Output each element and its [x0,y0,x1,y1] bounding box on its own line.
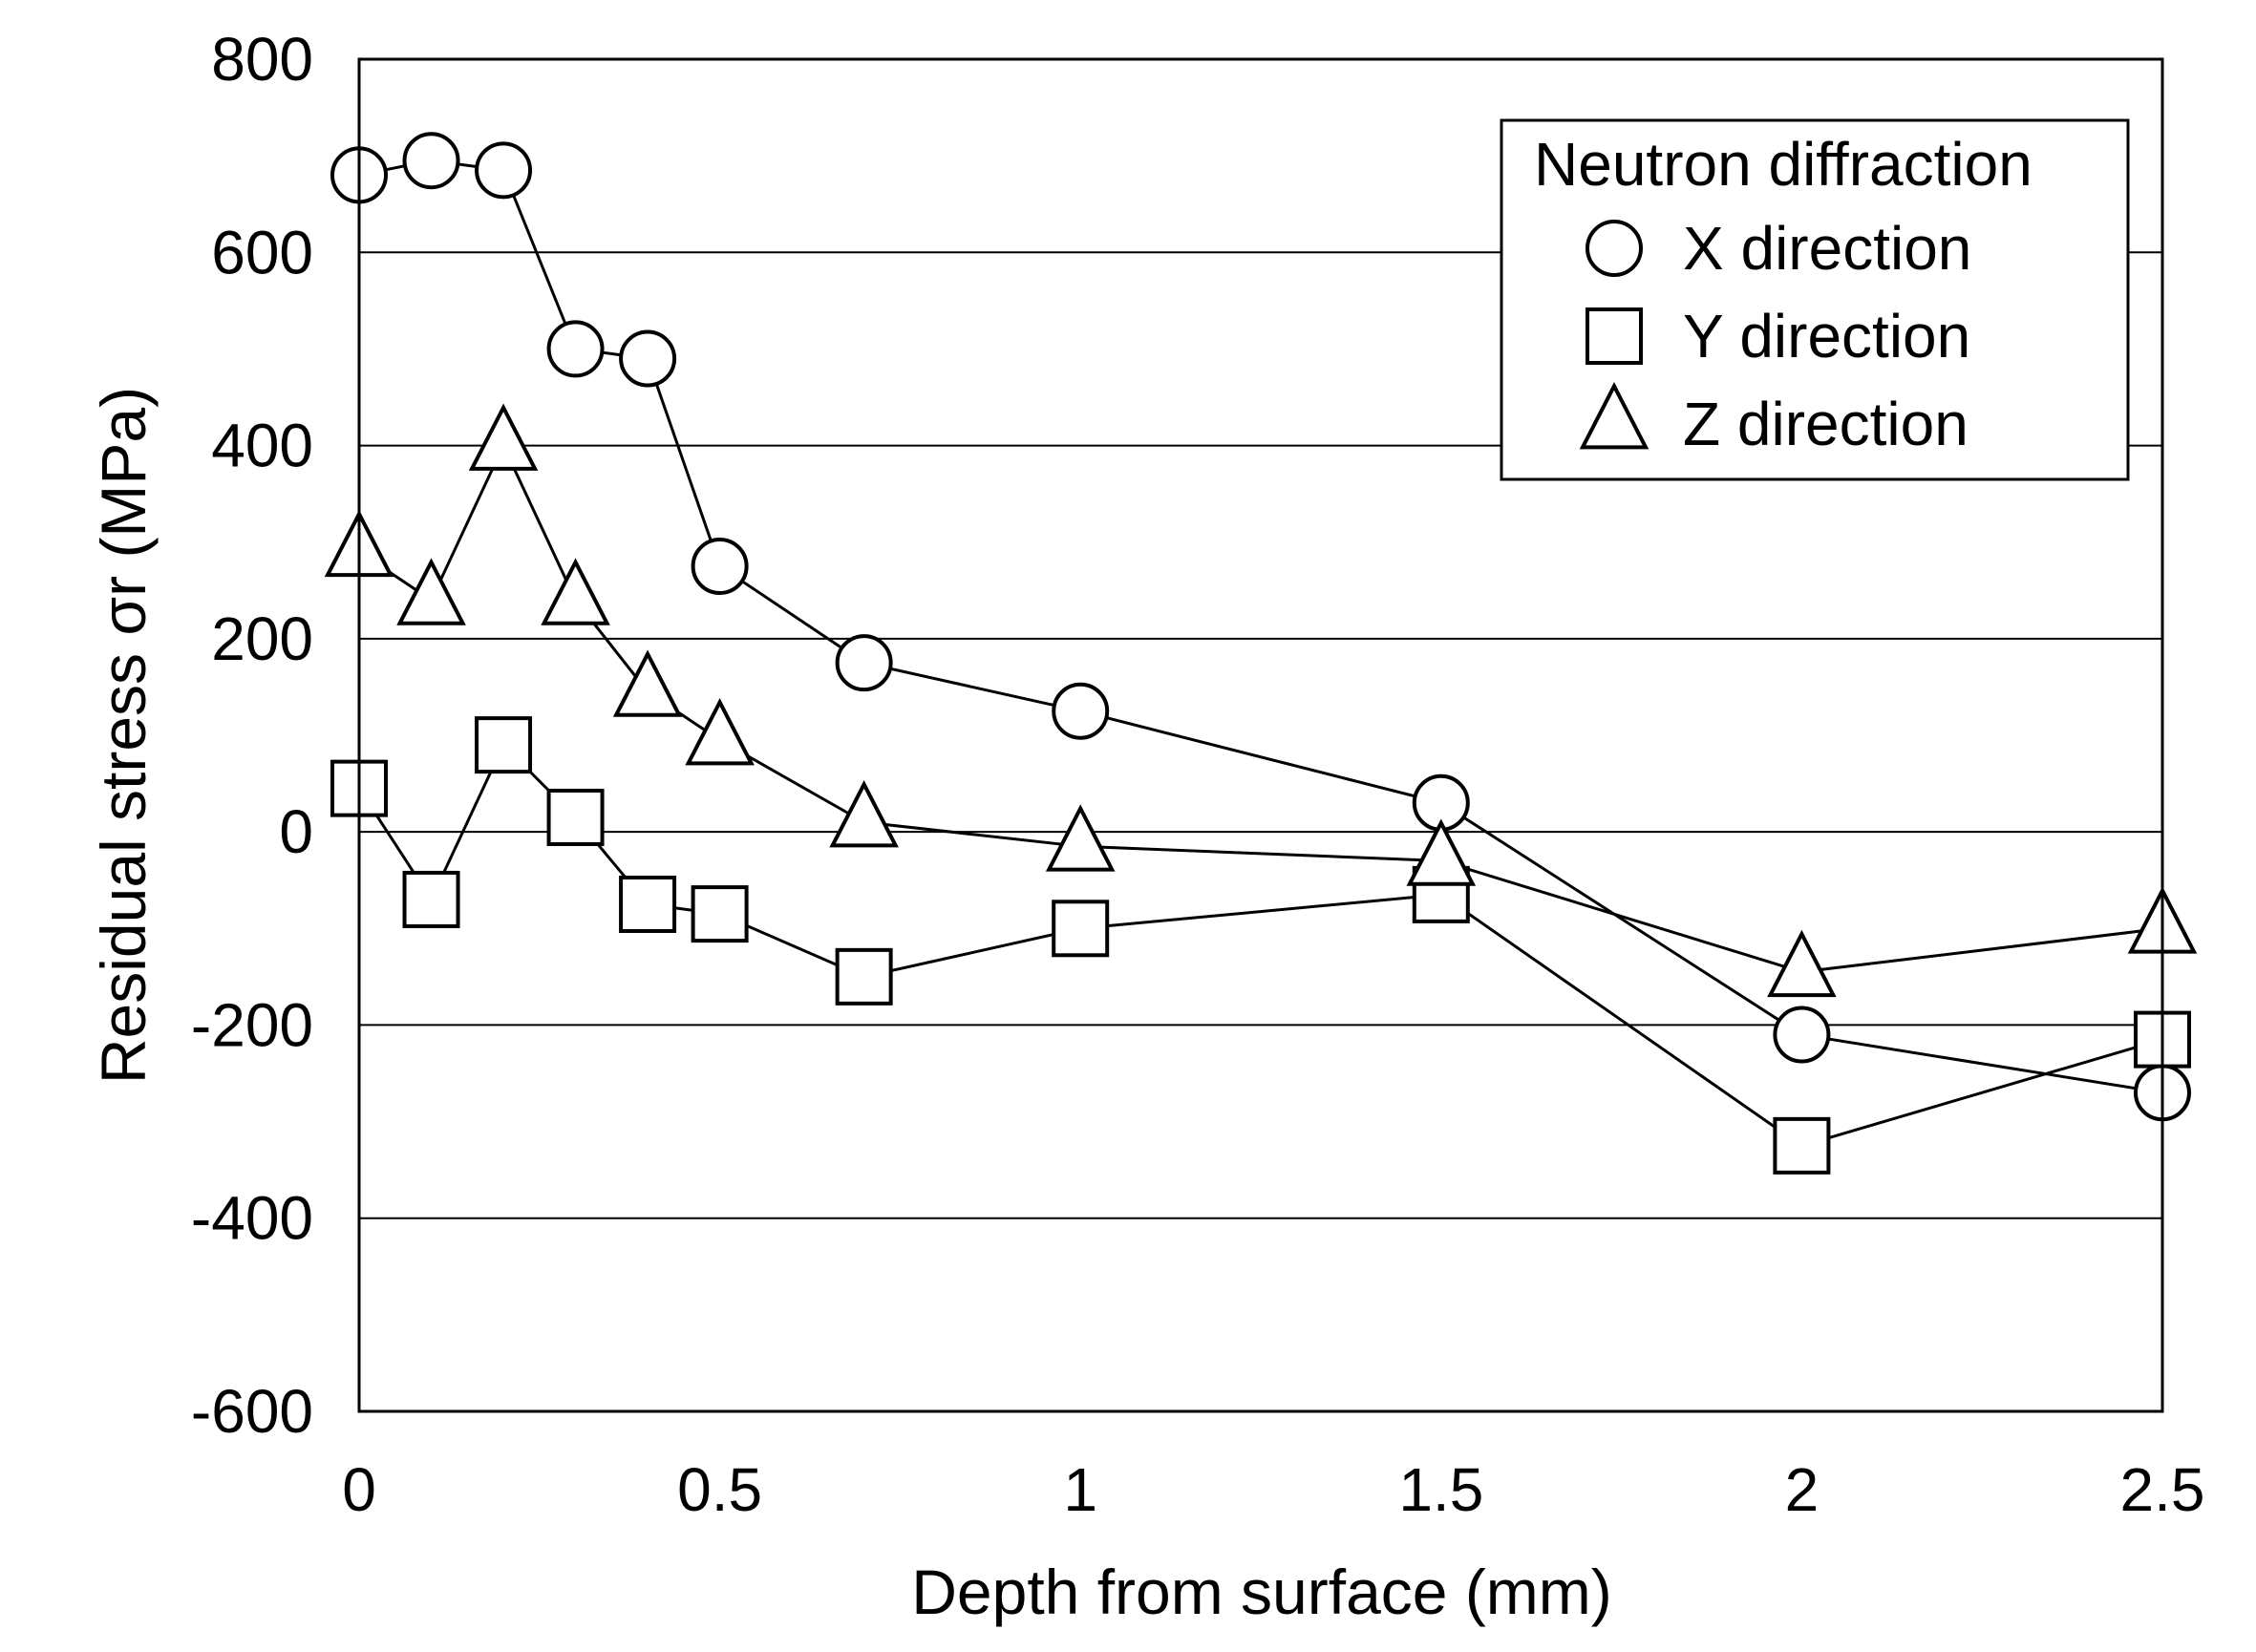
data-point-z-direction [396,558,466,625]
y-tick-label: 800 [211,25,313,94]
data-markers [324,132,2198,1175]
data-point-x-direction [546,320,605,378]
series-line-y-direction [357,742,2163,1148]
data-point-z-direction [829,779,899,848]
y-tick-label: 400 [211,412,313,480]
grid-lines [359,251,2162,1219]
data-point-z-direction [1406,818,1477,886]
data-point-z-direction [1767,929,1837,998]
y-axis-title: Residual stress σr (MPa) [88,387,159,1084]
data-point-z-direction [612,649,683,717]
x-tick-label: 0 [342,1455,376,1524]
data-point-x-direction [1052,682,1110,740]
y-tick-label: 600 [211,218,313,286]
data-point-x-direction [402,132,460,190]
x-tick-label: 1.5 [1398,1455,1483,1524]
legend-marker-z-direction [1579,381,1649,450]
x-tick-label: 2 [1785,1455,1820,1524]
data-point-x-direction [691,538,749,595]
data-point-x-direction [475,141,533,200]
legend: Neutron diffraction X direction Y directi… [1500,118,2130,481]
legend-label-x-direction: X direction [1683,214,1971,283]
data-point-y-direction [835,947,893,1006]
data-point-z-direction [685,698,755,766]
data-point-y-direction [1052,900,1110,958]
legend-title: Neutron diffraction [1534,130,2033,199]
y-tick-label: 0 [279,797,313,866]
data-point-x-direction [619,329,677,388]
data-point-y-direction [475,716,533,774]
data-point-z-direction [541,558,610,625]
data-point-y-direction [619,876,677,933]
y-tick-label: -600 [191,1377,313,1446]
plot-frame [357,57,2164,1413]
data-point-x-direction [835,634,893,692]
y-tick-label: -200 [191,990,313,1059]
legend-marker-y-direction [1586,307,1643,365]
data-point-y-direction [546,788,605,846]
legend-label-z-direction: Z direction [1683,390,1969,458]
x-tick-label: 1 [1063,1455,1097,1524]
legend-marker-x-direction [1586,220,1643,277]
data-point-z-direction [468,403,539,471]
x-tick-label: 0.5 [677,1455,762,1524]
x-axis-title: Depth from surface (mm) [911,1557,1611,1627]
data-point-x-direction [1773,1006,1831,1064]
data-point-y-direction [691,885,749,943]
y-tick-label: -400 [191,1184,313,1253]
data-point-y-direction [1773,1116,1831,1175]
data-point-z-direction [1045,804,1116,872]
y-axis-ticks: -600 -400 -200 0 200 400 600 800 [191,25,313,1446]
legend-label-y-direction: Y direction [1683,302,1970,371]
x-tick-label: 2.5 [2120,1455,2205,1524]
y-tick-label: 200 [211,604,313,673]
data-point-y-direction [402,870,460,928]
legend-entries: X direction Y direction Z direction [1579,214,1971,458]
x-axis-ticks: 0 0.5 1 1.5 2 2.5 [342,1455,2204,1524]
